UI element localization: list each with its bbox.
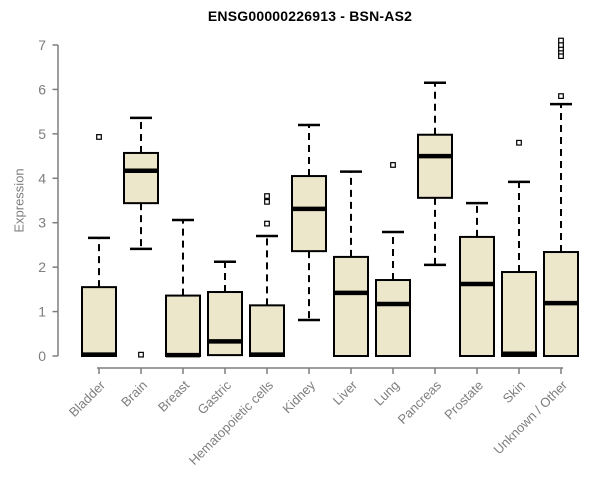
y-tick-label: 2 — [38, 259, 46, 275]
x-tick-label: Breast — [155, 377, 192, 414]
outlier-point — [264, 220, 270, 227]
outlier-point — [264, 193, 270, 199]
box-rect — [207, 291, 243, 357]
outlier-point — [96, 134, 102, 140]
box-rect — [165, 294, 201, 357]
outlier-point — [390, 162, 396, 168]
box-rect — [249, 304, 285, 357]
box-rect — [501, 271, 537, 358]
x-tick-label: Brain — [118, 378, 150, 410]
outlier-point — [558, 93, 564, 99]
y-tick-label: 7 — [38, 37, 46, 53]
outlier-point — [516, 139, 522, 146]
box-rect — [81, 286, 117, 358]
chart-title: ENSG00000226913 - BSN-AS2 — [207, 8, 413, 24]
box-rect — [123, 151, 159, 205]
x-tick-label: Skin — [500, 378, 528, 406]
y-tick-label: 5 — [38, 126, 46, 142]
box-rect — [417, 133, 453, 199]
y-tick-label: 3 — [38, 215, 46, 231]
x-tick-label: Kidney — [279, 377, 318, 416]
x-tick-label: Lung — [371, 378, 402, 409]
y-tick-label: 4 — [38, 170, 46, 186]
box-rect — [291, 175, 327, 253]
y-tick-label: 6 — [38, 81, 46, 97]
outlier-point — [264, 198, 270, 205]
outlier-point — [138, 351, 144, 358]
x-tick-label: Prostate — [441, 378, 486, 423]
box-rect — [459, 235, 495, 357]
x-tick-label: Gastric — [194, 377, 234, 417]
x-tick-label: Bladder — [66, 377, 109, 420]
x-tick-label: Liver — [330, 377, 361, 408]
box-rect — [333, 255, 369, 358]
outlier-point — [558, 37, 564, 44]
box-rect — [375, 279, 411, 357]
y-tick-label: 1 — [38, 304, 46, 320]
x-tick-label: Pancreas — [395, 377, 445, 427]
y-tick-label: 0 — [38, 348, 46, 364]
x-tick-label: Unknown / Other — [491, 377, 571, 457]
